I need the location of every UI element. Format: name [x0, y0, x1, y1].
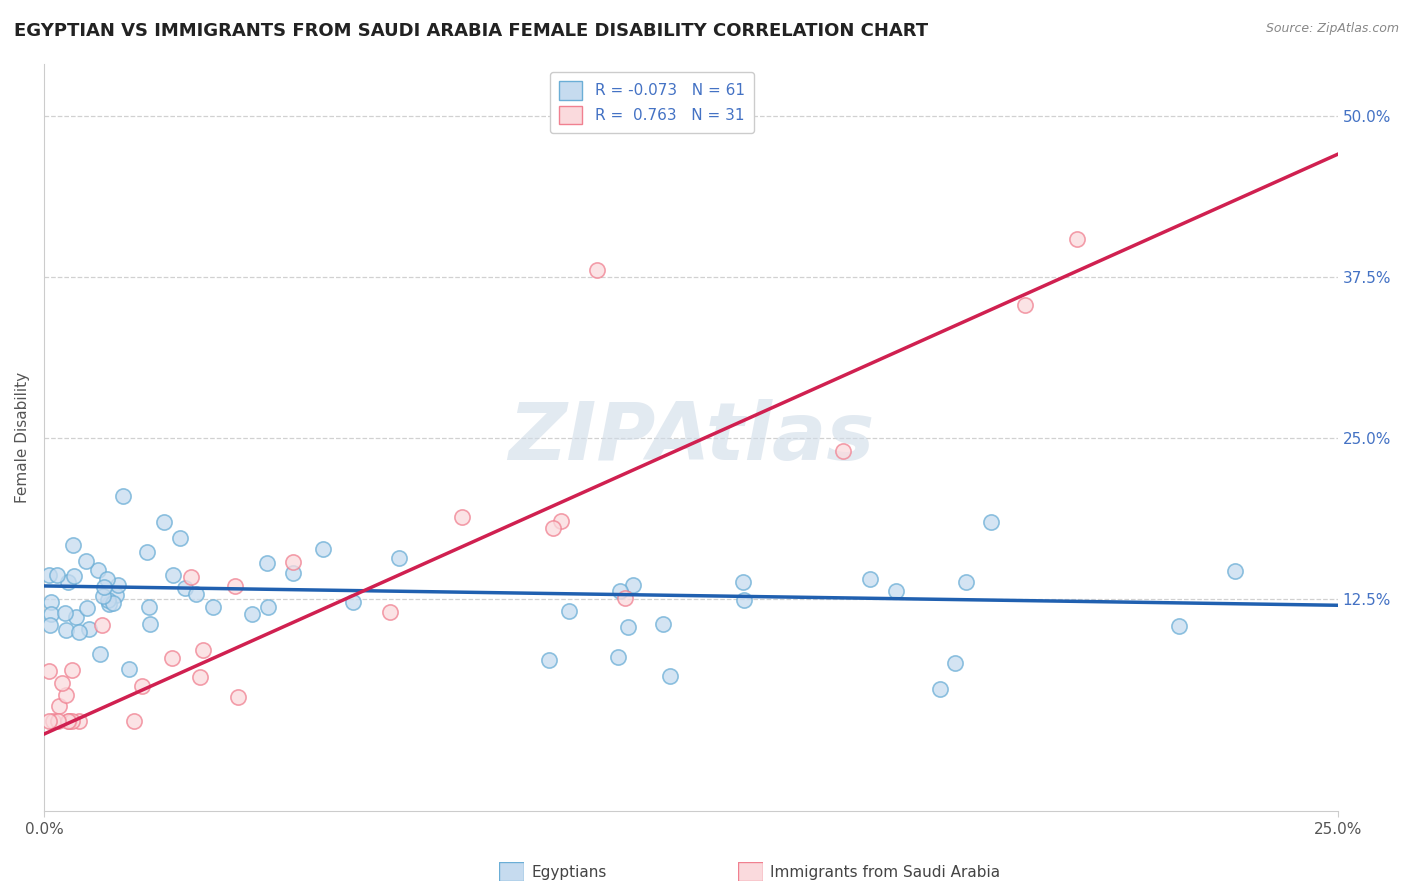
- Point: [731, 574, 754, 589]
- Point: [48, 699, 70, 714]
- Point: [585, 263, 607, 277]
- Point: [659, 669, 682, 683]
- Point: [53, 607, 76, 621]
- Text: EGYPTIAN VS IMMIGRANTS FROM SAUDI ARABIA FEMALE DISABILITY CORRELATION CHART: EGYPTIAN VS IMMIGRANTS FROM SAUDI ARABIA…: [14, 22, 928, 40]
- Point: [606, 649, 628, 664]
- Point: [55, 689, 77, 703]
- Point: [76, 601, 98, 615]
- Point: [929, 681, 952, 696]
- Point: [104, 588, 127, 602]
- Point: [139, 617, 162, 632]
- Point: [97, 597, 120, 611]
- Point: [77, 622, 100, 636]
- Point: [980, 515, 1002, 529]
- Point: [91, 617, 114, 632]
- Point: [188, 670, 211, 684]
- Point: [56, 714, 79, 729]
- Point: [609, 584, 631, 599]
- Point: [283, 566, 305, 581]
- Point: [884, 583, 907, 598]
- Point: [614, 591, 637, 606]
- Point: [65, 609, 87, 624]
- Point: [152, 515, 174, 529]
- Text: Immigrants from Saudi Arabia: Immigrants from Saudi Arabia: [770, 865, 1001, 880]
- Point: [550, 514, 572, 528]
- Point: [202, 599, 225, 614]
- Text: ZIPAtlas: ZIPAtlas: [508, 399, 875, 476]
- Point: [955, 574, 977, 589]
- Point: [39, 595, 62, 609]
- Point: [342, 595, 364, 609]
- Point: [1066, 232, 1088, 246]
- Point: [256, 556, 278, 570]
- Point: [1014, 298, 1036, 312]
- Point: [558, 604, 581, 618]
- Point: [943, 657, 966, 671]
- Point: [91, 589, 114, 603]
- Point: [160, 650, 183, 665]
- Point: [97, 592, 120, 607]
- Point: [39, 607, 62, 621]
- Text: Egyptians: Egyptians: [531, 865, 607, 880]
- Point: [46, 714, 69, 729]
- Point: [184, 587, 207, 601]
- Point: [138, 600, 160, 615]
- Point: [89, 647, 111, 661]
- Point: [859, 572, 882, 586]
- Y-axis label: Female Disability: Female Disability: [15, 372, 30, 503]
- Text: Source: ZipAtlas.com: Source: ZipAtlas.com: [1265, 22, 1399, 36]
- Point: [58, 714, 80, 729]
- Point: [124, 714, 146, 729]
- Point: [541, 521, 564, 535]
- Point: [55, 623, 77, 637]
- Point: [180, 570, 202, 584]
- Point: [131, 679, 153, 693]
- Point: [193, 643, 215, 657]
- Point: [39, 618, 62, 632]
- Point: [101, 596, 124, 610]
- Legend: R = -0.073   N = 61, R =  0.763   N = 31: R = -0.073 N = 61, R = 0.763 N = 31: [550, 71, 754, 134]
- Point: [60, 714, 83, 729]
- Point: [281, 555, 304, 569]
- Point: [1168, 619, 1191, 633]
- Point: [224, 578, 246, 592]
- Point: [388, 550, 411, 565]
- Point: [38, 664, 60, 678]
- Point: [75, 554, 97, 568]
- Point: [63, 569, 86, 583]
- Point: [242, 607, 264, 622]
- Point: [46, 568, 69, 582]
- Point: [60, 663, 83, 677]
- Point: [652, 616, 675, 631]
- Point: [162, 567, 184, 582]
- Point: [96, 573, 118, 587]
- Point: [538, 653, 561, 667]
- Point: [169, 531, 191, 545]
- Point: [107, 578, 129, 592]
- Point: [832, 444, 855, 458]
- Point: [38, 567, 60, 582]
- Point: [93, 580, 115, 594]
- Point: [38, 714, 60, 729]
- Point: [112, 489, 135, 503]
- Point: [378, 605, 401, 619]
- Point: [67, 714, 90, 729]
- Point: [42, 714, 65, 729]
- Point: [135, 544, 157, 558]
- Point: [451, 510, 474, 524]
- Point: [67, 624, 90, 639]
- Point: [617, 620, 640, 634]
- Point: [256, 599, 278, 614]
- Point: [51, 675, 73, 690]
- Point: [226, 690, 249, 705]
- Point: [621, 577, 644, 591]
- Point: [174, 582, 197, 596]
- Point: [733, 593, 755, 607]
- Point: [312, 541, 335, 556]
- Point: [118, 662, 141, 676]
- Point: [86, 562, 108, 576]
- Point: [58, 575, 80, 590]
- Point: [62, 538, 84, 552]
- Point: [1225, 564, 1247, 578]
